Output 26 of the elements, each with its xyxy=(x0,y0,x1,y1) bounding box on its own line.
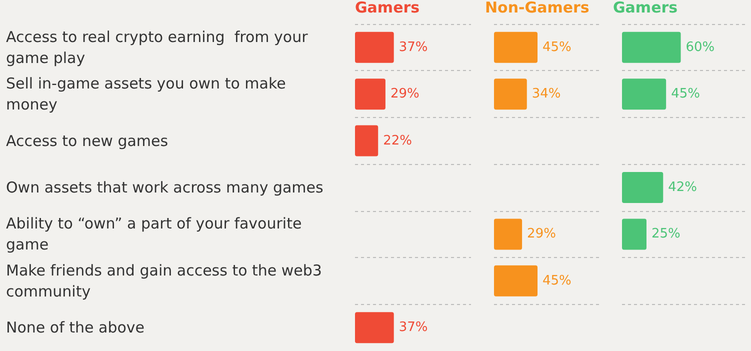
data-label: 37% xyxy=(398,40,428,55)
data-label: 45% xyxy=(671,86,700,102)
data-label: 22% xyxy=(383,133,412,148)
data-label: 29% xyxy=(390,86,420,102)
y-tick-label: Sell in-game assets you own to make money xyxy=(6,74,291,114)
chart-title: Non-Gamers xyxy=(485,0,590,16)
bar xyxy=(622,218,646,250)
y-tick-label: None of the above xyxy=(6,318,145,337)
data-label: 34% xyxy=(532,86,561,102)
y-tick-label: Ability to “own” a part of your favourite game xyxy=(6,214,306,254)
data-label: 42% xyxy=(668,180,698,195)
bar xyxy=(622,32,681,63)
chart-title: Gamers xyxy=(355,0,420,16)
data-label: 25% xyxy=(651,226,680,242)
data-label: 60% xyxy=(686,40,715,55)
y-tick-label: Access to real crypto earning from your game play xyxy=(6,28,313,67)
data-label: 45% xyxy=(542,40,572,55)
chart-title: Gamers xyxy=(613,0,678,16)
data-label: 45% xyxy=(542,273,572,288)
bar xyxy=(622,78,666,110)
y-tick-label: Access to new games xyxy=(6,132,168,150)
data-label: 29% xyxy=(527,226,556,242)
data-label: 37% xyxy=(398,320,428,336)
y-tick-label: Make friends and gain access to the web3 community xyxy=(6,261,327,300)
bar xyxy=(622,172,664,203)
y-tick-label: Own assets that work across many games xyxy=(6,178,324,196)
